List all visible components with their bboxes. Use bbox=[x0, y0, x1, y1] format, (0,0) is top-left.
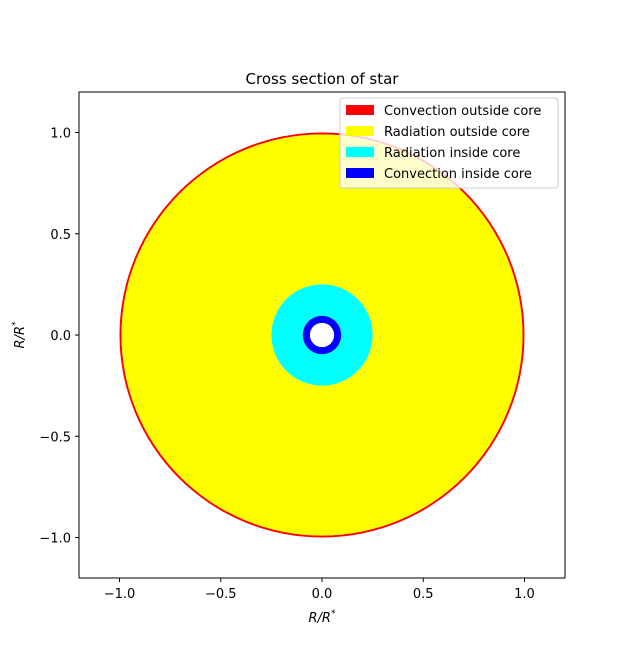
legend-swatch bbox=[346, 105, 374, 115]
x-tick-label: 1.0 bbox=[514, 587, 535, 602]
legend-swatch bbox=[346, 168, 374, 178]
x-tick-label: 0.0 bbox=[312, 587, 333, 602]
legend-box bbox=[339, 97, 559, 189]
ring-radiation-inside-core bbox=[271, 284, 373, 386]
x-ticks: −1.0 −0.5 0.0 0.5 1.0 bbox=[104, 578, 535, 602]
legend-label: Convection inside core bbox=[384, 167, 532, 182]
x-tick-label: 0.5 bbox=[413, 587, 434, 602]
y-axis-label: R/R* bbox=[11, 321, 28, 348]
legend-swatch bbox=[346, 126, 374, 136]
legend-label: Convection outside core bbox=[384, 104, 541, 119]
legend-swatch bbox=[346, 147, 374, 157]
y-tick-label: 0.0 bbox=[50, 329, 71, 344]
ring-convection-inside-core bbox=[302, 315, 342, 355]
y-ticks: −1.0 −0.5 0.0 0.5 1.0 bbox=[39, 127, 79, 547]
y-tick-label: −0.5 bbox=[39, 430, 71, 445]
x-tick-label: −0.5 bbox=[205, 587, 237, 602]
legend-label: Radiation inside core bbox=[384, 146, 520, 161]
chart-title: Cross section of star bbox=[246, 70, 400, 88]
star-rings bbox=[119, 132, 525, 538]
ring-radiation-outside-core bbox=[121, 134, 523, 536]
x-tick-label: −1.0 bbox=[104, 587, 136, 602]
legend-label: Radiation outside core bbox=[384, 125, 530, 140]
legend: Convection outside core Radiation outside… bbox=[339, 97, 559, 189]
x-axis-label: R/R* bbox=[309, 609, 336, 626]
y-tick-label: 1.0 bbox=[50, 127, 71, 142]
y-tick-label: 0.5 bbox=[50, 228, 71, 243]
y-tick-label: −1.0 bbox=[39, 532, 71, 547]
